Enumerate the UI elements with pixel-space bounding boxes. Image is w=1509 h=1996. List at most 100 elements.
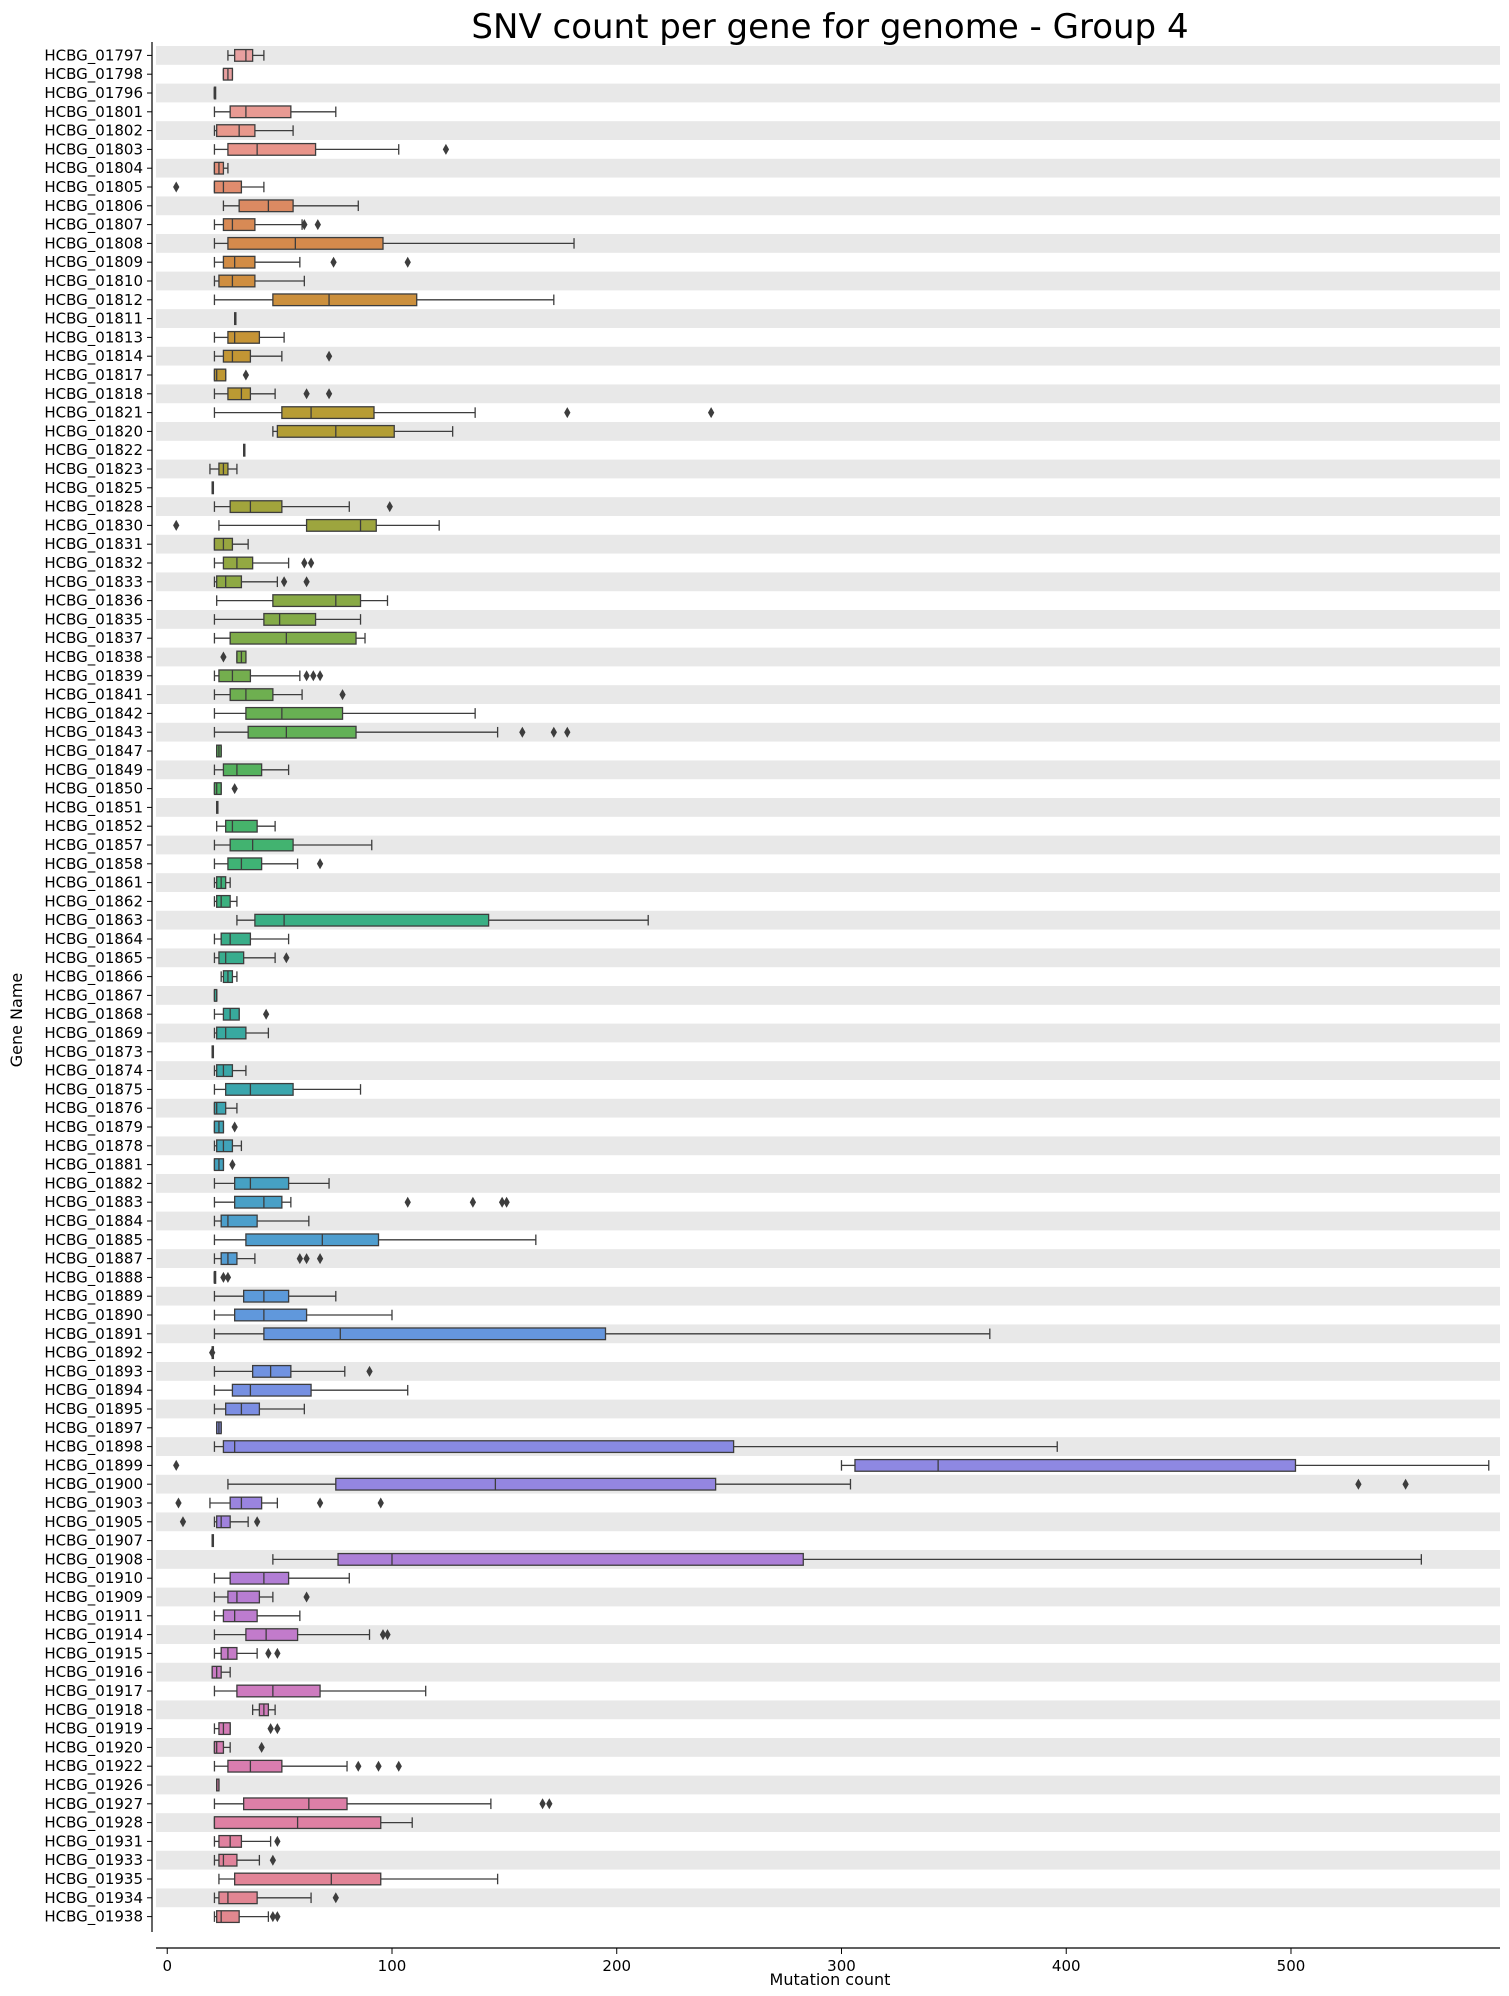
outlier-point — [269, 1854, 277, 1866]
iqr-box — [216, 1064, 234, 1078]
outlier-point — [404, 256, 411, 268]
gene-box-HCBG_01889 — [213, 1289, 337, 1303]
y-tick-label: HCBG_01935 — [44, 1870, 143, 1889]
gene-box-HCBG_01852 — [216, 819, 276, 833]
gene-box-HCBG_01804 — [213, 161, 229, 175]
iqr-box — [227, 1590, 261, 1604]
gene-box-HCBG_01837 — [213, 631, 366, 645]
y-axis: HCBG_01797HCBG_01798HCBG_01796HCBG_01801… — [44, 42, 153, 1932]
iqr-box — [222, 255, 256, 269]
gene-box-HCBG_01938 — [213, 1910, 281, 1924]
row-band — [156, 346, 1500, 366]
outlier-point — [265, 1647, 272, 1659]
y-tick-label: HCBG_01810 — [44, 272, 143, 291]
iqr-box — [213, 368, 227, 382]
gene-box-HCBG_01832 — [213, 556, 315, 570]
y-tick-label: HCBG_01898 — [44, 1438, 143, 1457]
row-band — [156, 497, 1500, 516]
iqr-box — [234, 1308, 308, 1322]
iqr-box — [218, 1853, 238, 1867]
iqr-box — [229, 1571, 290, 1585]
gene-box-HCBG_01908 — [272, 1552, 1422, 1566]
outlier-point — [366, 1365, 373, 1377]
gene-box-HCBG_01866 — [220, 970, 238, 984]
row-band — [156, 1023, 1500, 1043]
outlier-point — [469, 1196, 477, 1208]
row-band — [156, 1813, 1500, 1832]
iqr-box — [305, 518, 377, 532]
iqr-box — [337, 1552, 804, 1566]
row-band — [156, 986, 1500, 1005]
gene-box-HCBG_01812 — [213, 293, 555, 307]
gene-box-HCBG_01920 — [213, 1740, 265, 1754]
outlier-point — [707, 407, 715, 419]
outlier-point — [330, 256, 337, 268]
y-tick-label: HCBG_01837 — [44, 629, 143, 648]
iqr-box — [216, 1515, 231, 1529]
y-tick-label: HCBG_01917 — [44, 1682, 143, 1701]
iqr-box — [218, 951, 245, 965]
row-band — [156, 647, 1500, 667]
y-tick-label: HCBG_01903 — [44, 1494, 143, 1513]
gene-box-HCBG_01907 — [211, 1534, 215, 1548]
y-tick-label: HCBG_01847 — [44, 742, 143, 761]
row-band — [156, 798, 1500, 817]
y-tick-label: HCBG_01830 — [44, 516, 143, 535]
gene-box-HCBG_01847 — [216, 744, 222, 758]
gene-box-HCBG_01828 — [213, 500, 393, 514]
y-tick-label: HCBG_01876 — [44, 1099, 143, 1118]
x-tick-label: 500 — [1277, 1957, 1306, 1975]
y-tick-label: HCBG_01933 — [44, 1851, 143, 1870]
gene-box-HCBG_01833 — [213, 575, 310, 589]
y-tick-label: HCBG_01828 — [44, 498, 143, 517]
gene-box-HCBG_01830 — [173, 518, 440, 532]
iqr-box — [229, 105, 292, 119]
row-band — [156, 610, 1500, 629]
iqr-box — [227, 236, 384, 250]
iqr-box — [245, 706, 344, 720]
gene-box-HCBG_01933 — [213, 1853, 277, 1867]
outlier-point — [173, 519, 180, 531]
gene-box-HCBG_01867 — [213, 988, 218, 1002]
outlier-point — [316, 1253, 324, 1265]
y-tick-label: HCBG_01809 — [44, 253, 143, 272]
y-tick-label: HCBG_01910 — [44, 1569, 143, 1588]
outlier-point — [274, 1911, 281, 1923]
gene-box-HCBG_01857 — [213, 838, 373, 852]
outlier-point — [375, 1760, 382, 1772]
y-tick-label: HCBG_01897 — [44, 1419, 143, 1438]
gene-box-HCBG_01915 — [213, 1646, 281, 1660]
row-band — [156, 158, 1500, 178]
outlier-point — [301, 219, 308, 231]
x-axis-label: Mutation count — [770, 1970, 891, 1989]
gene-box-HCBG_01876 — [213, 1101, 238, 1115]
y-tick-label: HCBG_01922 — [44, 1757, 143, 1776]
row-band — [156, 1211, 1500, 1231]
gene-box-HCBG_01796 — [213, 86, 217, 100]
gene-box-HCBG_01839 — [213, 669, 324, 683]
outlier-point — [386, 501, 393, 513]
iqr-box — [247, 725, 357, 739]
iqr-box — [272, 293, 418, 307]
iqr-box — [218, 1722, 231, 1736]
gene-box-HCBG_01883 — [213, 1195, 510, 1209]
iqr-box — [236, 1684, 321, 1698]
y-tick-label: HCBG_01851 — [44, 798, 143, 817]
y-tick-label: HCBG_01849 — [44, 761, 143, 780]
iqr-box — [213, 180, 243, 194]
gene-box-HCBG_01817 — [213, 368, 250, 382]
y-tick-label: HCBG_01916 — [44, 1663, 143, 1682]
y-tick-label: HCBG_01865 — [44, 949, 143, 968]
iqr-box — [245, 1233, 380, 1247]
iqr-box — [218, 669, 252, 683]
gene-box-HCBG_01801 — [213, 105, 337, 119]
iqr-box — [229, 1496, 263, 1510]
y-tick-label: HCBG_01893 — [44, 1362, 143, 1381]
gene-box-HCBG_01806 — [222, 199, 359, 213]
gene-box-HCBG_01850 — [213, 782, 238, 796]
gene-box-HCBG_01863 — [236, 913, 649, 927]
gene-box-HCBG_01891 — [213, 1327, 991, 1341]
y-tick-label: HCBG_01914 — [44, 1626, 143, 1645]
y-axis-label: Gene Name — [7, 973, 26, 1068]
